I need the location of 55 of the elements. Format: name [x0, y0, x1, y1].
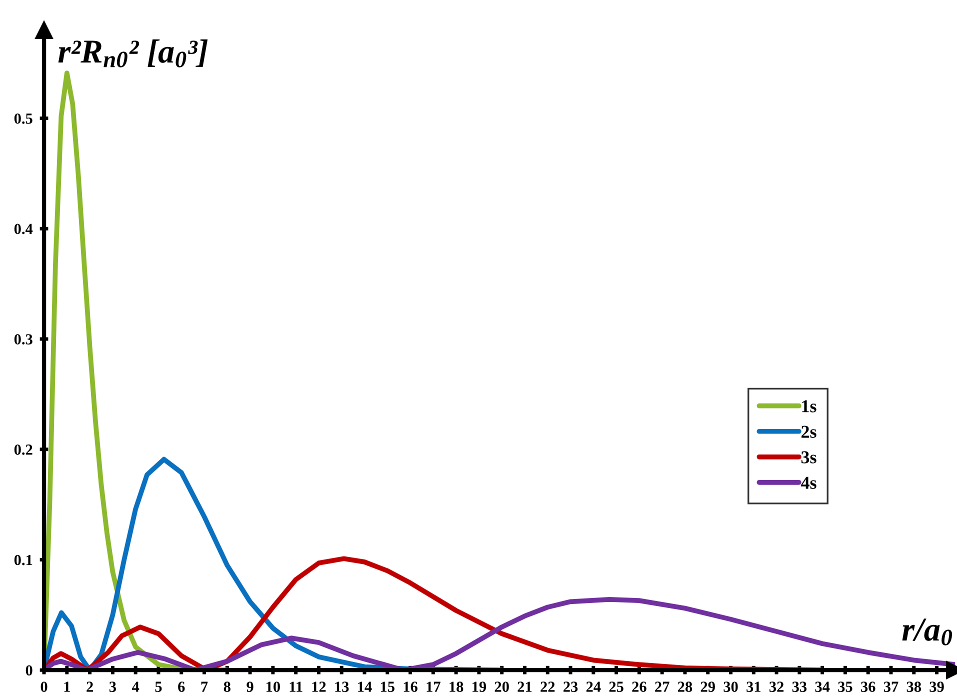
x-tick-label: 9 — [246, 682, 254, 692]
x-tick-label: 38 — [906, 682, 922, 692]
x-tick-label: 31 — [746, 682, 760, 692]
x-tick-label: 8 — [224, 682, 230, 692]
y-tick-label: 0.4 — [14, 224, 33, 234]
x-tick-label: 25 — [609, 682, 624, 692]
x-tick-label: 7 — [201, 682, 208, 692]
x-tick-label: 37 — [884, 682, 898, 692]
x-tick-label: 33 — [792, 682, 807, 692]
x-tick-label: 16 — [404, 682, 418, 692]
line-series — [44, 556, 825, 670]
x-tick-label: 15 — [380, 682, 394, 692]
x-tick-label: 13 — [335, 682, 349, 692]
y-axis-title: r²R$_{n0}$² [a$_{0}$³] — [58, 39, 208, 68]
x-tick-label: 39 — [930, 682, 944, 692]
x-tick-label: 35 — [838, 682, 852, 692]
y-tick-label: 0.2 — [14, 444, 32, 455]
line-series — [44, 456, 504, 670]
x-tick-label: 36 — [861, 682, 876, 692]
y-tick-label: 0.3 — [14, 334, 32, 345]
x-tick-label: 4 — [132, 682, 140, 692]
x-tick-label: 22 — [540, 682, 555, 692]
x-tick-label: 17 — [426, 682, 440, 692]
y-tick-label: 0.5 — [14, 113, 32, 124]
x-tick-label: 0 — [40, 682, 48, 692]
x-tick-label: 26 — [632, 682, 646, 692]
x-tick-label: 30 — [724, 682, 738, 692]
x-tick-label: 23 — [564, 682, 578, 692]
x-tick-label: 27 — [655, 682, 670, 692]
x-tick-label: 24 — [586, 682, 601, 692]
x-tick-label: 29 — [700, 682, 715, 692]
x-tick-label: 6 — [178, 682, 185, 692]
x-tick-label: 20 — [494, 682, 509, 692]
legend-label: 1s — [802, 400, 816, 412]
x-tick-label: 3 — [109, 682, 116, 692]
legend-label: 3s — [801, 451, 816, 464]
legend-label: 4s — [800, 476, 816, 489]
x-tick-label: 5 — [155, 682, 162, 692]
x-tick-label: 28 — [678, 682, 692, 692]
legend-label: 2s — [801, 426, 816, 438]
x-tick-label: 14 — [358, 682, 372, 692]
y-tick-label: 0 — [26, 665, 32, 676]
x-tick-label: 19 — [472, 682, 486, 692]
y-tick-label: 0.1 — [14, 554, 32, 566]
x-tick-label: 32 — [769, 682, 784, 692]
x-tick-label: 34 — [815, 682, 830, 692]
x-tick-label: 10 — [266, 682, 280, 692]
x-tick-label: 1 — [64, 682, 70, 692]
x-tick-label: 12 — [312, 682, 326, 692]
x-tick-label: 21 — [518, 682, 532, 692]
x-tick-label: 2 — [86, 682, 93, 692]
x-axis-title: r/a$_{0}$ — [902, 618, 952, 646]
line-series — [44, 70, 230, 670]
x-tick-label: 11 — [290, 682, 302, 692]
x-tick-label: 18 — [450, 682, 464, 692]
